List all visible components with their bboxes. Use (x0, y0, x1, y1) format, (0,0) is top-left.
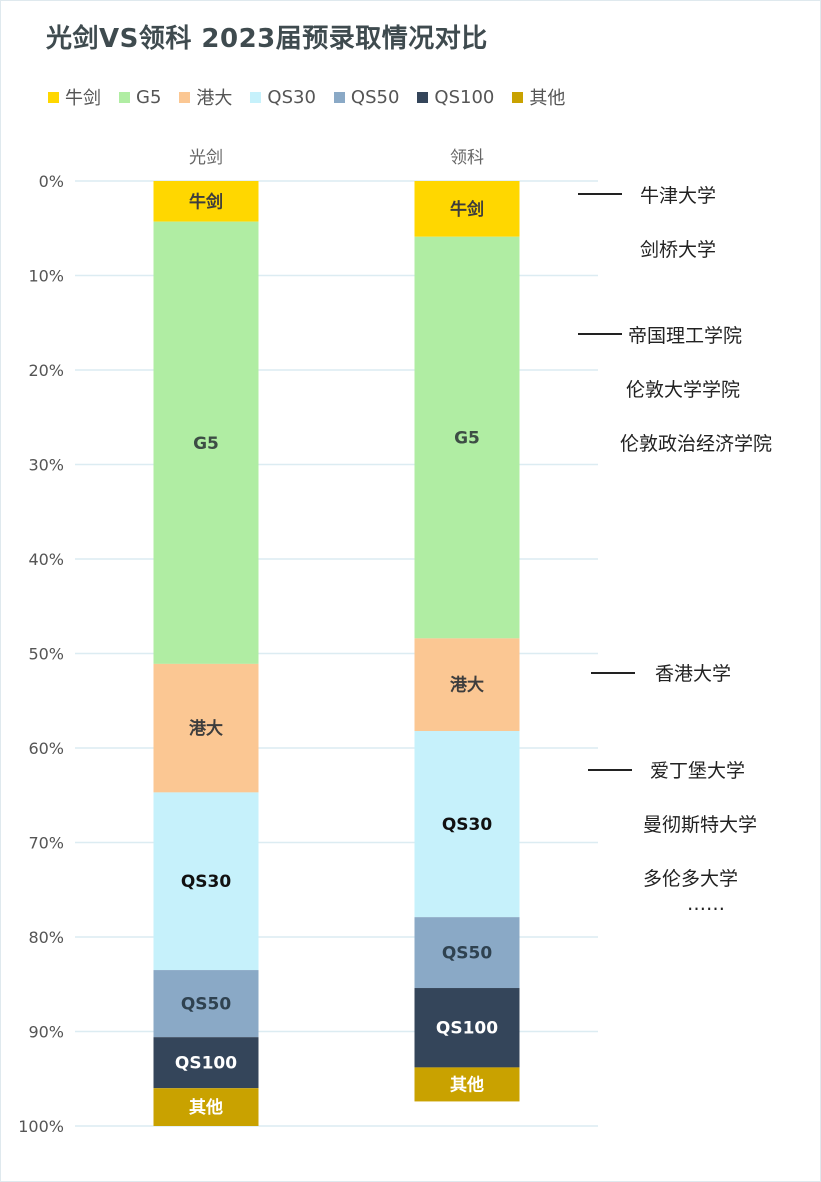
bar-segment-label: 牛剑 (450, 199, 484, 220)
bar-segment-label: QS100 (175, 1054, 237, 1074)
legend-swatch-icon (333, 91, 345, 103)
bar-segment (153, 1088, 259, 1126)
bar-segment (153, 181, 259, 222)
bar-segment (414, 181, 520, 237)
y-tick-label: 80% (28, 928, 64, 947)
bar-segment-label: 港大 (450, 675, 484, 696)
chart-title: 光剑VS领科 2023届预录取情况对比 (46, 24, 488, 54)
y-tick-label: 10% (28, 267, 64, 286)
legend-label: 牛剑 (65, 88, 101, 109)
y-tick-label: 20% (28, 361, 64, 380)
bar-segment (414, 730, 520, 918)
y-tick-label: 30% (28, 456, 64, 475)
legend-swatch-icon (250, 91, 262, 103)
annotation-dash (578, 193, 622, 195)
legend-swatch-icon (119, 91, 130, 103)
bar-segment (414, 638, 520, 731)
legend-label: G5 (136, 86, 162, 108)
annotation-dash (578, 333, 622, 335)
y-tick-label: 60% (28, 739, 64, 758)
legend-item-qs30[interactable]: QS30 (250, 87, 316, 108)
annotation-hku: 香港大学 (655, 663, 732, 685)
bar-segment (153, 663, 259, 793)
x-category-label: 光剑 (189, 148, 223, 168)
annotation-cambridge: 剑桥大学 (640, 239, 717, 261)
legend: 牛剑 G5 港大 QS30 QS50 QS100 其他 (48, 84, 583, 110)
legend-swatch-icon (48, 91, 59, 103)
annotation-dash (588, 769, 632, 771)
legend-swatch-icon (417, 91, 429, 103)
bar-segment (153, 792, 259, 971)
bar-segment (153, 221, 259, 664)
y-tick-label: 0% (39, 172, 64, 191)
annotation-dash (591, 672, 635, 674)
bar-segment (414, 917, 520, 989)
y-tick-label: 50% (28, 645, 64, 664)
legend-item-qs50[interactable]: QS50 (333, 86, 400, 108)
annotation-imperial: 帝国理工学院 (628, 325, 743, 347)
legend-label: QS50 (350, 86, 400, 108)
bar-segment (414, 236, 520, 639)
annotation-oxford: 牛津大学 (640, 185, 717, 207)
annotation-ellipsis: …… (687, 893, 725, 915)
bar-segment-label: QS50 (442, 944, 493, 964)
y-tick-label: 70% (28, 834, 64, 853)
annotation-manchester: 曼彻斯特大学 (643, 814, 758, 836)
legend-item-qs100[interactable]: QS100 (417, 87, 494, 108)
bar-segment-label: 港大 (189, 718, 223, 739)
legend-label: 其他 (529, 88, 566, 109)
bar-segment (153, 1037, 259, 1089)
legend-label: 港大 (196, 88, 233, 109)
bar-segment-label: 牛剑 (189, 191, 223, 212)
bar-segment-label: QS50 (181, 995, 232, 1015)
y-tick-label: 100% (18, 1117, 64, 1136)
bar-segment-label: QS30 (442, 815, 493, 835)
bar-segment (153, 970, 259, 1038)
bar-segment-label: 其他 (450, 1074, 484, 1095)
x-category-label: 领科 (450, 148, 484, 168)
bar-segment (414, 988, 520, 1068)
legend-item-hku[interactable]: 港大 (179, 84, 232, 110)
legend-label: QS30 (267, 86, 316, 108)
legend-item-oxbridge[interactable]: 牛剑 (48, 84, 101, 110)
annotation-edinburgh: 爱丁堡大学 (650, 760, 746, 782)
bar-segment (414, 1067, 520, 1102)
bar-segment-label: G5 (193, 434, 219, 454)
annotation-lse: 伦敦政治经济学院 (620, 433, 773, 455)
y-tick-label: 40% (28, 550, 64, 569)
bar-segment-label: QS100 (436, 1019, 498, 1039)
bar-segment-label: QS30 (181, 872, 232, 892)
legend-swatch-icon (179, 91, 191, 103)
annotation-ucl: 伦敦大学学院 (626, 379, 741, 401)
bar-segment-label: 其他 (189, 1097, 223, 1118)
legend-label: QS100 (434, 86, 495, 108)
legend-item-other[interactable]: 其他 (512, 84, 565, 110)
annotation-toronto: 多伦多大学 (643, 868, 739, 890)
y-tick-label: 90% (28, 1023, 64, 1042)
legend-swatch-icon (512, 91, 524, 103)
bar-segment-label: G5 (454, 429, 480, 449)
legend-item-g5[interactable]: G5 (119, 87, 161, 108)
